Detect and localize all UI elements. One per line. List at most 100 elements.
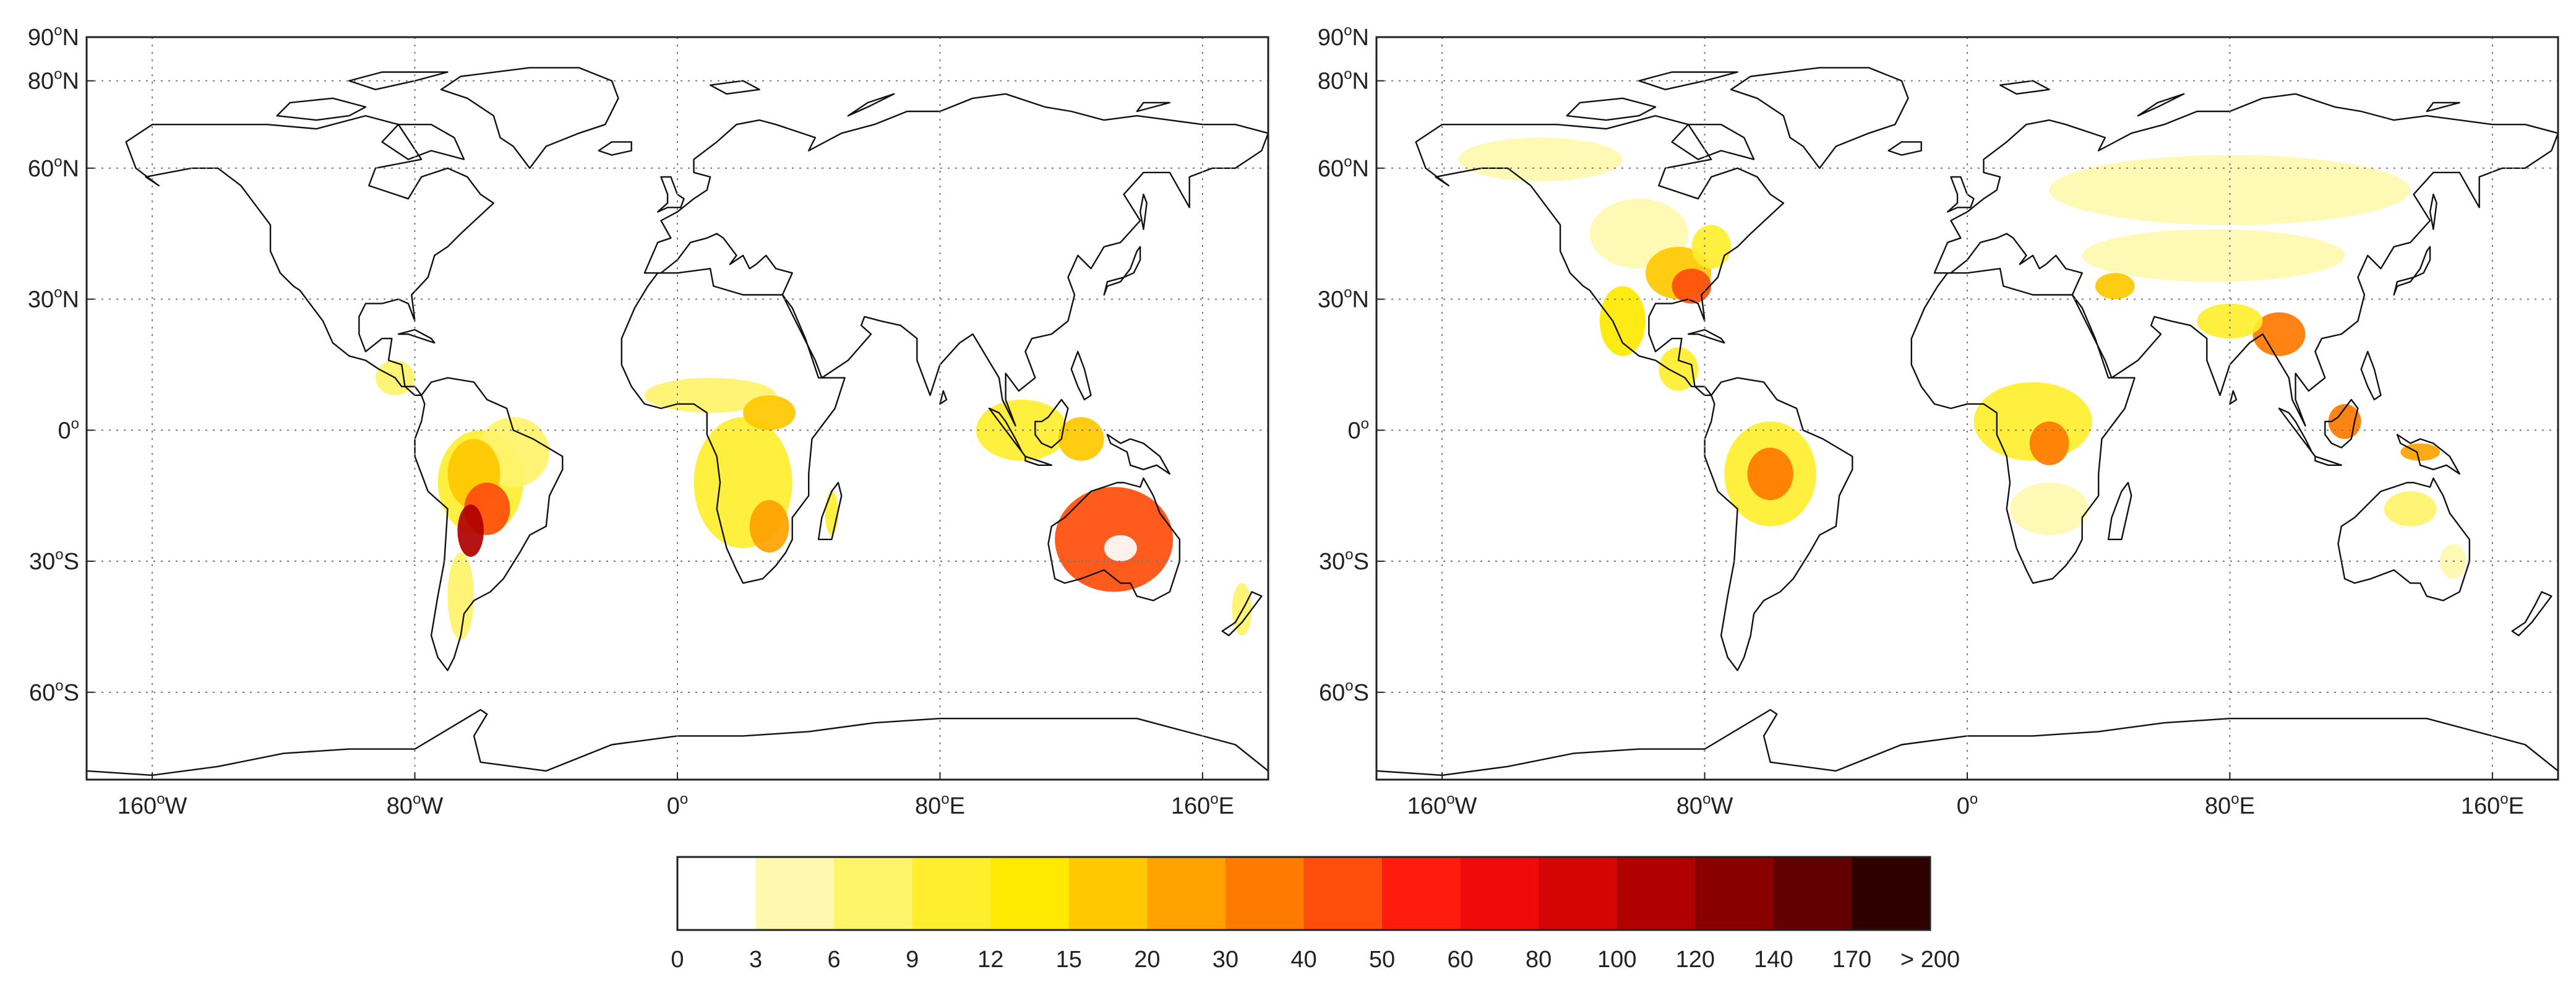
colorbar-swatch — [834, 857, 913, 930]
colorbar-label: 50 — [1369, 947, 1395, 973]
coastline — [2337, 477, 2470, 601]
colorbar-swatch — [1303, 857, 1383, 930]
colorbar: 0 3 6 9 12 15 20 30 40 50 60 80 100 120 140 170 > 200 — [671, 856, 1960, 973]
data-region — [2082, 229, 2345, 282]
y-tick-label: 90oN — [1318, 22, 1369, 51]
coastline — [1887, 141, 1922, 156]
coastline — [657, 176, 685, 213]
coastline — [414, 377, 564, 671]
x-tick-label: 80oE — [2205, 791, 2255, 819]
x-tick-label: 0o — [1957, 791, 1978, 819]
coastline — [1910, 267, 2136, 584]
y-tick-label: 30oS — [1319, 546, 1369, 575]
y-tick-label: 30oN — [1318, 285, 1369, 313]
coastline — [2360, 351, 2382, 401]
coastline — [1024, 455, 1052, 466]
coastline — [1221, 591, 1263, 637]
colorbar-label: 40 — [1290, 947, 1316, 973]
data-region — [2009, 483, 2089, 535]
coastline — [1933, 93, 2558, 427]
data-region — [2049, 155, 2411, 225]
colorbar-swatch — [1616, 857, 1696, 930]
coastline — [2429, 193, 2437, 230]
data-region — [1458, 137, 1623, 181]
coastline — [620, 267, 846, 584]
colorbar-swatch — [1147, 857, 1226, 930]
data-region — [457, 504, 484, 557]
coastline — [2396, 434, 2460, 475]
x-tick-label: 160oE — [1171, 791, 1234, 819]
data-region — [2095, 273, 2135, 299]
data-region — [2384, 491, 2437, 527]
coastline — [2393, 246, 2431, 296]
colorbar-label: 100 — [1597, 947, 1636, 973]
coastline — [1566, 97, 1657, 121]
data-region — [2029, 421, 2069, 465]
coastline — [2107, 481, 2132, 540]
colorbar-label: 170 — [1832, 947, 1871, 973]
coastline — [397, 329, 436, 344]
data-region — [749, 500, 789, 553]
coastline — [348, 71, 449, 90]
colorbar-swatch — [1460, 857, 1539, 930]
x-tick-label: 80oW — [387, 791, 444, 819]
colorbar-label: > 200 — [1900, 947, 1960, 973]
data-region — [743, 395, 796, 431]
coastline — [643, 93, 1268, 427]
data-region — [1659, 347, 1698, 391]
colorbar-swatch — [1773, 857, 1852, 930]
map-frame — [1375, 36, 2559, 781]
y-tick-label: 60oS — [1319, 678, 1369, 706]
y-tick-label: 30oS — [29, 546, 79, 575]
coastline — [2278, 407, 2316, 457]
y-tick-label: 0o — [58, 415, 80, 444]
data-region — [1747, 447, 1793, 501]
y-tick-label: 80oN — [1318, 66, 1369, 95]
y-tick-label: 60oN — [28, 153, 79, 182]
coastline — [2426, 101, 2460, 113]
x-tick-label: 80oW — [1677, 791, 1733, 819]
colorbar-frame — [676, 856, 1931, 931]
data-region — [1104, 535, 1137, 562]
colorbar-label: 0 — [671, 947, 684, 973]
right-map-panel: 160oW 80oW 0o 80oE 160oE 90oN 80oN 60oN 30oN 0o 30… — [1318, 22, 2559, 819]
left-map-panel: 160oW 80oW 0o 80oE 160oE 90oN 80oN 60oN 30oN 0o 30… — [28, 22, 1269, 819]
coastline — [381, 124, 465, 160]
colorbar-label: 3 — [749, 947, 762, 973]
coastline — [1139, 193, 1148, 230]
colorbar-label: 6 — [828, 947, 841, 973]
data-region — [1058, 417, 1104, 461]
colorbar-swatch — [677, 857, 757, 930]
coastline — [1070, 351, 1092, 401]
colorbar-swatch — [1382, 857, 1461, 930]
coastline — [1106, 434, 1170, 475]
colorbar-label: 15 — [1056, 947, 1082, 973]
coastline — [1047, 477, 1180, 601]
coastline — [1034, 398, 1069, 449]
data-region — [2400, 443, 2441, 461]
coastline — [709, 80, 760, 95]
coastline — [1671, 124, 1755, 160]
colorbar-label: 12 — [977, 947, 1003, 973]
x-tick-label: 160oW — [118, 791, 187, 819]
coastline — [847, 93, 895, 117]
data-region — [1599, 286, 1646, 356]
coastline — [2229, 390, 2238, 405]
coastline — [817, 481, 843, 540]
colorbar-label: 80 — [1526, 947, 1552, 973]
colorbar-label: 9 — [906, 947, 919, 973]
colorbar-swatch — [1225, 857, 1304, 930]
coastline — [939, 390, 948, 405]
coastline — [1704, 377, 1853, 671]
colorbar-swatch — [1539, 857, 1618, 930]
coastline — [598, 141, 632, 156]
colorbar-label: 30 — [1213, 947, 1239, 973]
coastline — [1136, 101, 1170, 113]
data-region — [1672, 269, 1712, 304]
x-tick-label: 80oE — [915, 791, 965, 819]
x-tick-label: 160oE — [2461, 791, 2524, 819]
colorbar-swatch — [755, 857, 835, 930]
coastline — [1730, 67, 1909, 169]
colorbar-label: 140 — [1754, 947, 1793, 973]
